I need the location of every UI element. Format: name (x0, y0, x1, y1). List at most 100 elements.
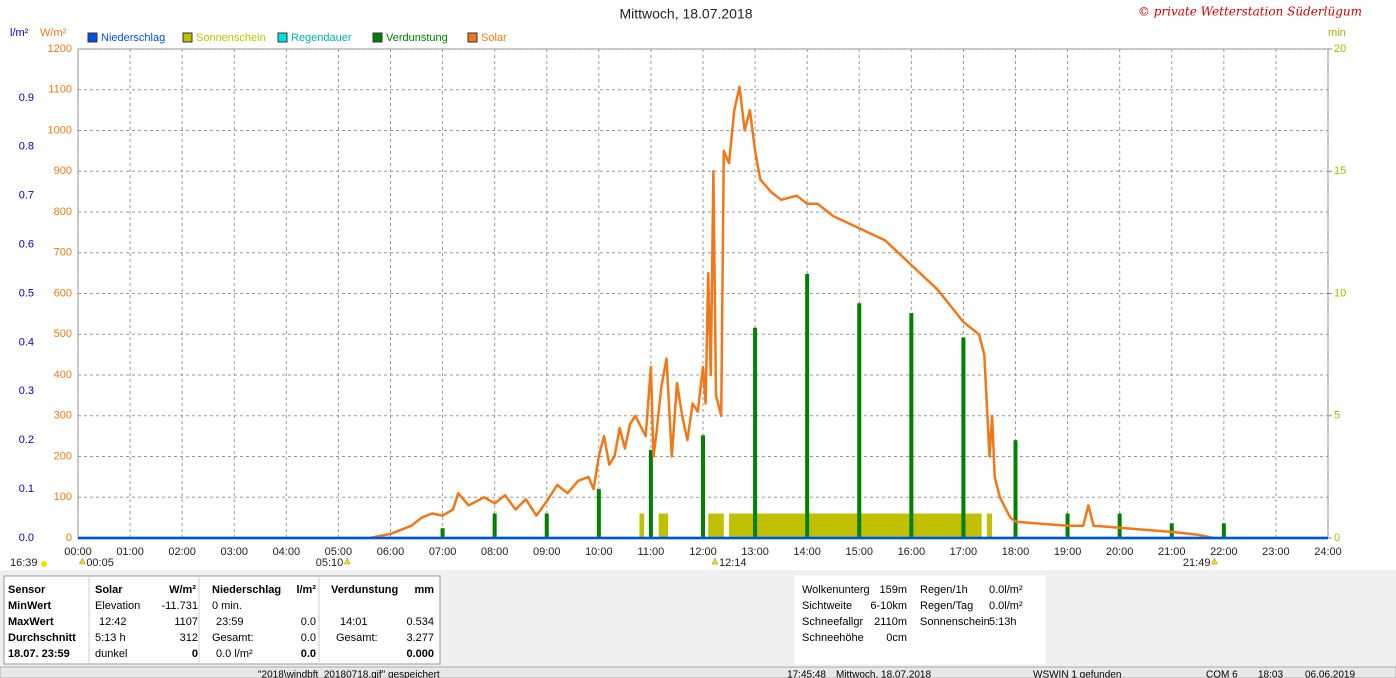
legend-swatch (372, 32, 383, 43)
weather-value: 6-10km (870, 600, 907, 612)
y-tick-label: 100 (54, 491, 72, 503)
rain-value: 0.0l/m² (989, 600, 1023, 612)
y2-unit: min (1328, 27, 1346, 39)
x-tick-label: 16:00 (898, 546, 926, 558)
status-bar (0, 666, 1396, 678)
y-tick-label: 1000 (48, 124, 72, 136)
y-tick-label: 500 (54, 328, 72, 340)
stats-cell: Elevation (95, 600, 140, 612)
x-tick-label: 12:00 (689, 546, 717, 558)
stats-header: Niederschlag (212, 584, 281, 596)
stats-cell: Gesamt: (212, 632, 254, 644)
stats-cell: Durchschnitt (8, 632, 76, 644)
x-tick-label: 00:00 (64, 546, 92, 558)
x-tick-label: 07:00 (429, 546, 457, 558)
y3-tick-label: 0.0 (19, 532, 34, 544)
bar (1221, 523, 1226, 538)
rain-label: Sonnenschein (920, 616, 990, 628)
bar (648, 449, 653, 538)
stats-box (3, 575, 441, 665)
y-tick-label: 200 (54, 450, 72, 462)
x-tick-label: 17:00 (950, 546, 978, 558)
y2-tick-label: 15 (1334, 165, 1346, 177)
x-tick-label: 20:00 (1106, 546, 1134, 558)
day-length: 16:39 (10, 557, 38, 569)
stats-cell: Gesamt: (336, 632, 378, 644)
stats-cell: 0.0 (301, 632, 316, 644)
rain-value: 0.0l/m² (989, 584, 1023, 596)
stats-cell: 0.000 (406, 648, 434, 660)
marker-label: 00:05 (86, 557, 114, 569)
x-tick-label: 23:00 (1262, 546, 1290, 558)
status-text: 18:03 (1258, 670, 1283, 678)
x-tick-label: 09:00 (533, 546, 561, 558)
stats-cell: 12:42 (99, 616, 127, 628)
status-text: "2018\windbft_20180718.gif" gespeichert (258, 670, 440, 678)
stats-cell: 0.534 (406, 616, 434, 628)
weather-value: 159m (879, 584, 907, 596)
x-tick-label: 01:00 (116, 546, 144, 558)
y3-tick-label: 0.1 (19, 483, 34, 495)
x-tick-label: 03:00 (220, 546, 248, 558)
rain-label: Regen/1h (920, 584, 968, 596)
x-tick-label: 18:00 (1002, 546, 1030, 558)
stats-header: mm (414, 584, 434, 596)
y-tick-label: 700 (54, 247, 72, 259)
stats-cell: 3.277 (406, 632, 434, 644)
y2-tick-label: 10 (1334, 287, 1346, 299)
x-tick-label: 22:00 (1210, 546, 1238, 558)
y-tick-label: 600 (54, 287, 72, 299)
x-tick-label: 06:00 (377, 546, 405, 558)
bar (1117, 513, 1122, 538)
stats-cell: MinWert (8, 600, 52, 612)
bar (544, 513, 549, 538)
y-tick-label: 0 (66, 532, 72, 544)
status-text: WSWIN 1 gefunden (1033, 670, 1121, 678)
legend-label: Regendauer (291, 32, 352, 44)
x-tick-label: 13:00 (741, 546, 769, 558)
status-text: COM 6 (1206, 670, 1238, 678)
marker (343, 557, 351, 565)
bar (961, 337, 966, 538)
y3-tick-label: 0.9 (19, 92, 34, 104)
stats-cell: 1107 (174, 616, 198, 628)
x-tick-label: 19:00 (1054, 546, 1082, 558)
legend-label: Verdunstung (386, 32, 448, 44)
legend-label: Solar (481, 32, 507, 44)
y-tick-label: 400 (54, 369, 72, 381)
stats-header: Verdunstung (331, 584, 398, 596)
bar (639, 513, 645, 538)
legend-swatch (182, 32, 193, 43)
y2-tick-label: 0 (1334, 532, 1340, 544)
y-tick-label: 300 (54, 410, 72, 422)
y-unit: W/m² (40, 27, 67, 39)
bar (729, 513, 982, 538)
status-text: 06.06.2019 (1305, 670, 1355, 678)
marker (711, 557, 719, 565)
stats-cell: 14:01 (340, 616, 368, 628)
stats-cell: 18.07. 23:59 (8, 648, 70, 660)
y3-tick-label: 0.5 (19, 287, 34, 299)
x-tick-label: 10:00 (585, 546, 613, 558)
status-text: Mittwoch, 18.07.2018 (836, 670, 931, 678)
rain-value: 5:13h (989, 616, 1017, 628)
bar (440, 528, 445, 538)
bar (1013, 440, 1018, 538)
marker-label: 12:14 (719, 557, 747, 569)
x-tick-label: 11:00 (638, 546, 665, 558)
x-tick-label: 05:00 (325, 546, 353, 558)
x-tick-label: 14:00 (793, 546, 821, 558)
y3-tick-label: 0.3 (19, 385, 34, 397)
y3-tick-label: 0.4 (19, 336, 34, 348)
bar (492, 513, 497, 538)
y3-tick-label: 0.7 (19, 190, 34, 202)
stats-header: l/m² (296, 584, 316, 596)
weather-label: Sichtweite (802, 600, 852, 612)
legend-label: Niederschlag (101, 32, 165, 44)
marker-label: 05:10 (316, 557, 344, 569)
stats-cell: 23:59 (216, 616, 244, 628)
y3-tick-label: 0.8 (19, 141, 34, 153)
stats-header: Solar (95, 584, 123, 596)
